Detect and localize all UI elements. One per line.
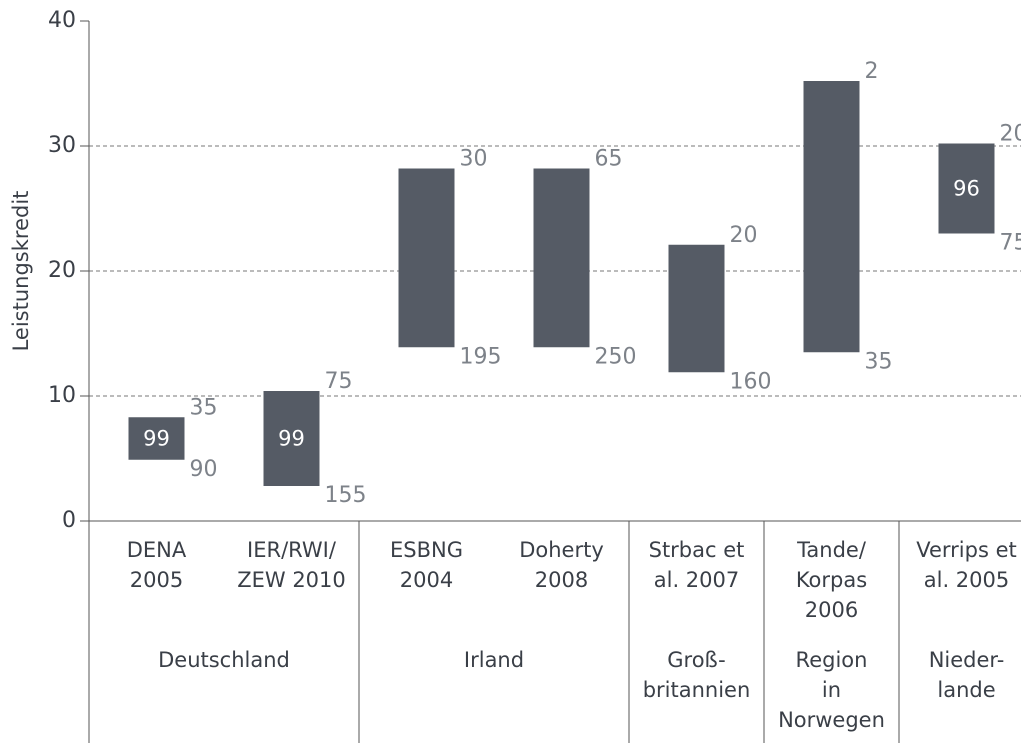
- inner-label: 99: [278, 427, 305, 451]
- y-tick-label: 0: [62, 508, 76, 533]
- y-axis-label: Leistungskredit: [9, 191, 33, 352]
- x-tick-label: ESBNG 2004: [390, 538, 463, 592]
- bar: [128, 417, 185, 460]
- y-tick-label: 10: [48, 383, 76, 408]
- top-label: 20: [1000, 122, 1021, 147]
- bar: [803, 81, 860, 353]
- bottom-label: 195: [460, 344, 502, 369]
- y-tick-label: 40: [48, 8, 76, 33]
- y-tick-label: 30: [48, 133, 76, 158]
- top-label: 20: [730, 223, 758, 248]
- group-label: Nieder-lande: [929, 648, 1005, 702]
- bar: [533, 168, 590, 348]
- y-tick-label: 20: [48, 258, 76, 283]
- top-label: 35: [190, 395, 218, 420]
- x-tick-label: IER/RWI/ZEW 2010: [237, 538, 346, 592]
- bottom-label: 35: [865, 349, 893, 374]
- inner-label: 99: [143, 427, 170, 451]
- x-tick-label: Tande/Korpas 2006: [796, 538, 867, 622]
- top-label: 75: [325, 369, 353, 394]
- group-label: Region in Norwegen: [778, 648, 885, 732]
- group-label: Groß-britannien: [643, 648, 751, 702]
- group-label: Irland: [464, 648, 524, 672]
- x-tick-label: DENA 2005: [127, 538, 187, 592]
- bar: [263, 391, 320, 486]
- top-label: 30: [460, 147, 488, 172]
- bottom-label: 90: [190, 457, 218, 482]
- bar: [398, 168, 455, 348]
- x-tick-label: Verrips et al. 2005: [916, 538, 1017, 592]
- bottom-label: 250: [595, 344, 637, 369]
- bottom-label: 75: [1000, 231, 1021, 256]
- top-label: 2: [865, 59, 879, 84]
- x-tick-label: Doherty 2008: [519, 538, 604, 592]
- bottom-label: 160: [730, 369, 772, 394]
- bar: [938, 143, 995, 234]
- bottom-label: 155: [325, 483, 367, 508]
- bar: [668, 244, 725, 373]
- x-tick-label: Strbac et al. 2007: [649, 538, 745, 592]
- inner-label: 96: [953, 177, 980, 201]
- top-label: 65: [595, 147, 623, 172]
- group-label: Deutschland: [158, 648, 290, 672]
